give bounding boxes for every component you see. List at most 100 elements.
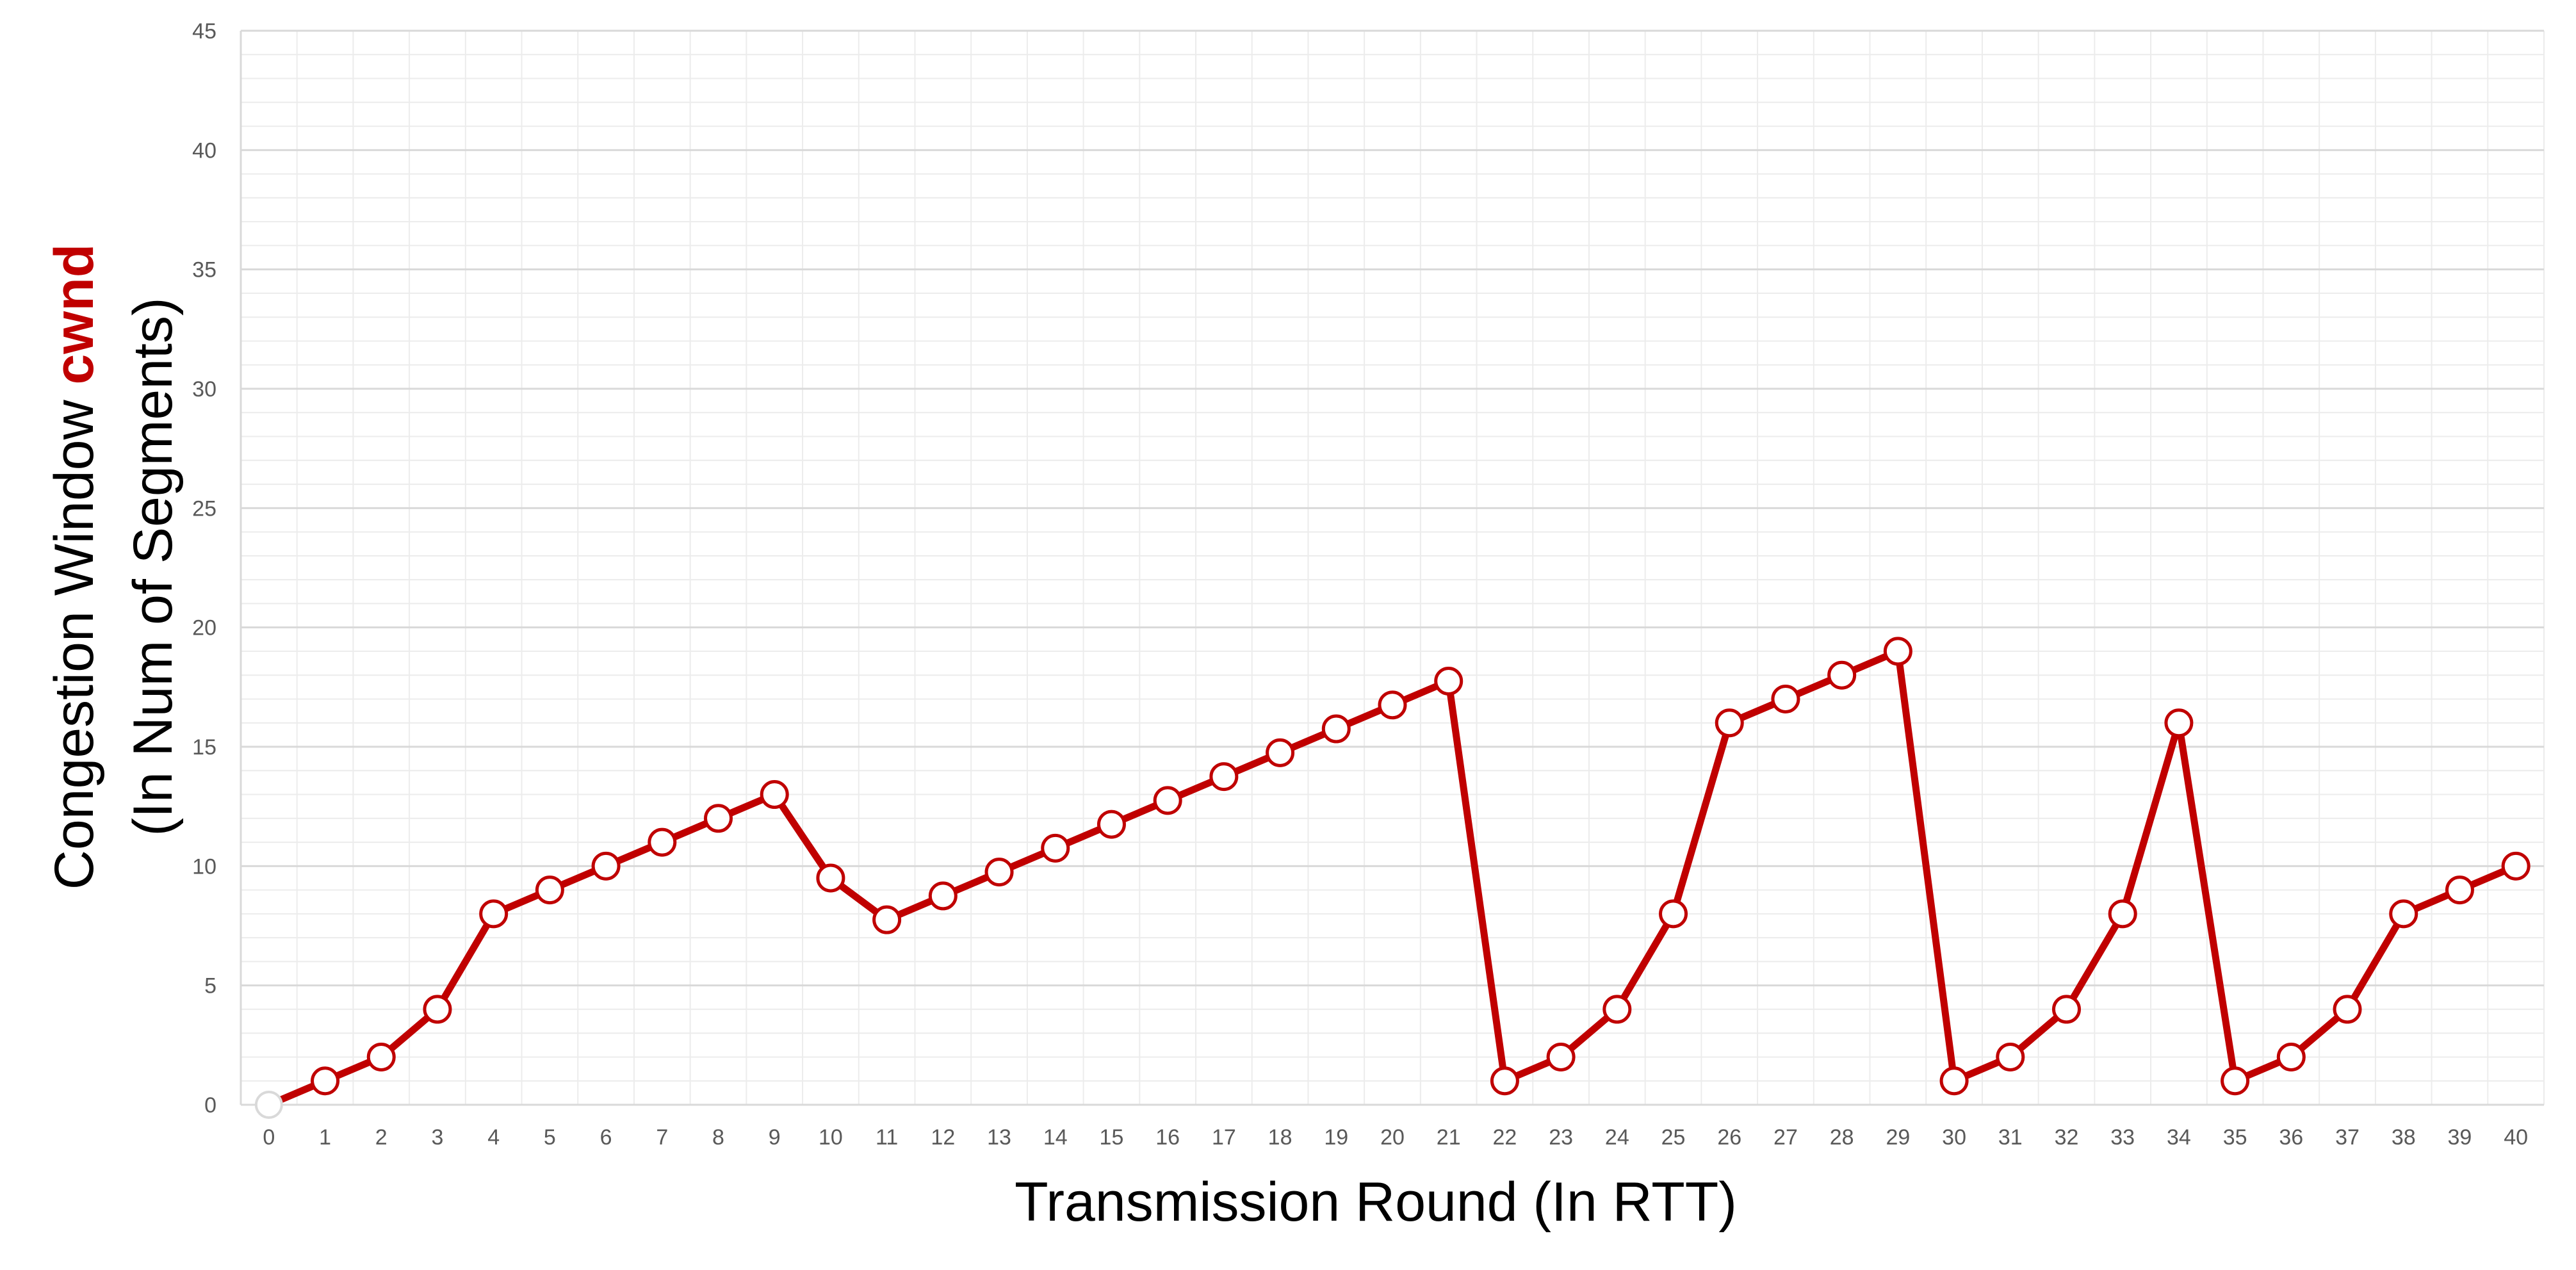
y-tick-label: 15 bbox=[192, 735, 216, 760]
x-tick-label: 21 bbox=[1437, 1125, 1461, 1150]
x-tick-label: 12 bbox=[931, 1125, 955, 1150]
x-axis-title: Transmission Round (In RTT) bbox=[1015, 1171, 1737, 1233]
data-point-marker bbox=[1266, 738, 1295, 767]
data-point-marker bbox=[1434, 667, 1463, 696]
x-tick-label: 7 bbox=[656, 1125, 668, 1150]
x-tick-label: 22 bbox=[1493, 1125, 1517, 1150]
x-tick-label: 33 bbox=[2110, 1125, 2135, 1150]
x-tick-label: 1 bbox=[319, 1125, 331, 1150]
data-point-marker bbox=[760, 780, 789, 810]
x-tick-label: 23 bbox=[1549, 1125, 1573, 1150]
x-tick-label: 32 bbox=[2055, 1125, 2079, 1150]
data-point-marker bbox=[1096, 810, 1126, 839]
x-tick-label: 24 bbox=[1605, 1125, 1629, 1150]
data-point-marker bbox=[311, 1066, 340, 1096]
data-point-marker bbox=[591, 851, 621, 881]
x-tick-label: 35 bbox=[2223, 1125, 2247, 1150]
x-tick-label: 29 bbox=[1886, 1125, 1910, 1150]
data-point-marker bbox=[535, 875, 564, 905]
data-point-marker bbox=[2501, 851, 2531, 881]
data-point-marker bbox=[1378, 690, 1407, 720]
x-tick-label: 26 bbox=[1717, 1125, 1741, 1150]
x-tick-label: 17 bbox=[1212, 1125, 1236, 1150]
x-tick-label: 25 bbox=[1661, 1125, 1686, 1150]
data-point-marker bbox=[1996, 1042, 2025, 1071]
data-point-marker bbox=[1041, 833, 1070, 863]
axes bbox=[240, 31, 2544, 1106]
data-point-marker bbox=[816, 863, 845, 893]
data-point-marker bbox=[2051, 995, 2081, 1024]
x-tick-label: 2 bbox=[375, 1125, 387, 1150]
x-tick-label: 34 bbox=[2167, 1125, 2191, 1150]
data-point-marker bbox=[2389, 899, 2418, 929]
y-tick-label: 30 bbox=[192, 377, 216, 402]
data-point-marker bbox=[254, 1091, 283, 1119]
x-tick-label: 9 bbox=[769, 1125, 781, 1150]
y-tick-label: 10 bbox=[192, 854, 216, 879]
series-cwnd bbox=[254, 637, 2531, 1119]
y-tick-label: 45 bbox=[192, 19, 216, 44]
data-point-marker bbox=[928, 881, 958, 911]
data-point-marker bbox=[2164, 708, 2194, 738]
y-tick-label: 20 bbox=[192, 616, 216, 640]
y-tick-label: 5 bbox=[204, 974, 216, 998]
data-point-marker bbox=[2108, 899, 2137, 929]
x-tick-label: 10 bbox=[819, 1125, 843, 1150]
data-point-marker bbox=[1715, 708, 1744, 738]
x-tick-label: 8 bbox=[712, 1125, 724, 1150]
x-tick-label: 13 bbox=[987, 1125, 1011, 1150]
x-tick-label: 16 bbox=[1155, 1125, 1180, 1150]
data-point-marker bbox=[1827, 660, 1857, 690]
x-tick-label: 31 bbox=[1998, 1125, 2023, 1150]
x-tick-label: 11 bbox=[876, 1125, 898, 1150]
x-tick-label: 20 bbox=[1380, 1125, 1405, 1150]
data-point-marker bbox=[704, 804, 733, 833]
data-point-marker bbox=[366, 1042, 396, 1071]
x-tick-label: 6 bbox=[600, 1125, 612, 1150]
x-tick-label: 30 bbox=[1942, 1125, 1966, 1150]
x-tick-label: 18 bbox=[1268, 1125, 1292, 1150]
x-tick-label: 5 bbox=[544, 1125, 556, 1150]
data-point-marker bbox=[2333, 995, 2362, 1024]
data-point-marker bbox=[479, 899, 509, 929]
x-tick-label: 4 bbox=[487, 1125, 500, 1150]
x-tick-label: 15 bbox=[1100, 1125, 1124, 1150]
data-point-marker bbox=[1883, 637, 1912, 666]
x-tick-label: 27 bbox=[1773, 1125, 1798, 1150]
y-tick-label: 35 bbox=[192, 258, 216, 282]
data-point-marker bbox=[1321, 714, 1351, 744]
data-point-marker bbox=[1153, 786, 1182, 815]
x-tick-label: 3 bbox=[432, 1125, 444, 1150]
y-axis-title-highlight: cwnd bbox=[44, 244, 105, 385]
data-point-marker bbox=[1771, 684, 1800, 713]
data-point-marker bbox=[2276, 1042, 2306, 1071]
y-axis-title-line1: Congestion Window cwnd bbox=[44, 244, 105, 890]
data-point-marker bbox=[423, 995, 452, 1024]
x-tick-label: 0 bbox=[263, 1125, 275, 1150]
y-tick-label: 0 bbox=[204, 1093, 216, 1118]
data-point-marker bbox=[2445, 875, 2474, 905]
x-tick-label: 14 bbox=[1043, 1125, 1068, 1150]
data-point-marker bbox=[1602, 995, 1632, 1024]
x-tick-label: 19 bbox=[1324, 1125, 1348, 1150]
data-point-marker bbox=[872, 905, 902, 934]
y-axis-title-line2: (In Num of Segments) bbox=[122, 297, 184, 836]
x-tick-label: 40 bbox=[2504, 1125, 2528, 1150]
data-point-marker bbox=[1939, 1066, 1969, 1096]
data-point-marker bbox=[984, 858, 1014, 887]
data-point-marker bbox=[1490, 1066, 1519, 1096]
y-axis-title-prefix: Congestion Window bbox=[44, 385, 105, 890]
x-tick-label: 39 bbox=[2448, 1125, 2472, 1150]
data-point-marker bbox=[1209, 762, 1239, 792]
x-tick-label: 28 bbox=[1830, 1125, 1854, 1150]
grid-lines bbox=[240, 29, 2545, 1106]
x-tick-label: 38 bbox=[2392, 1125, 2416, 1150]
y-axis-title: Congestion Window cwnd (In Num of Segmen… bbox=[44, 244, 184, 890]
data-point-marker bbox=[648, 827, 677, 857]
data-point-marker bbox=[1659, 899, 1688, 929]
data-point-marker bbox=[2221, 1066, 2250, 1096]
y-tick-label: 40 bbox=[192, 138, 216, 163]
